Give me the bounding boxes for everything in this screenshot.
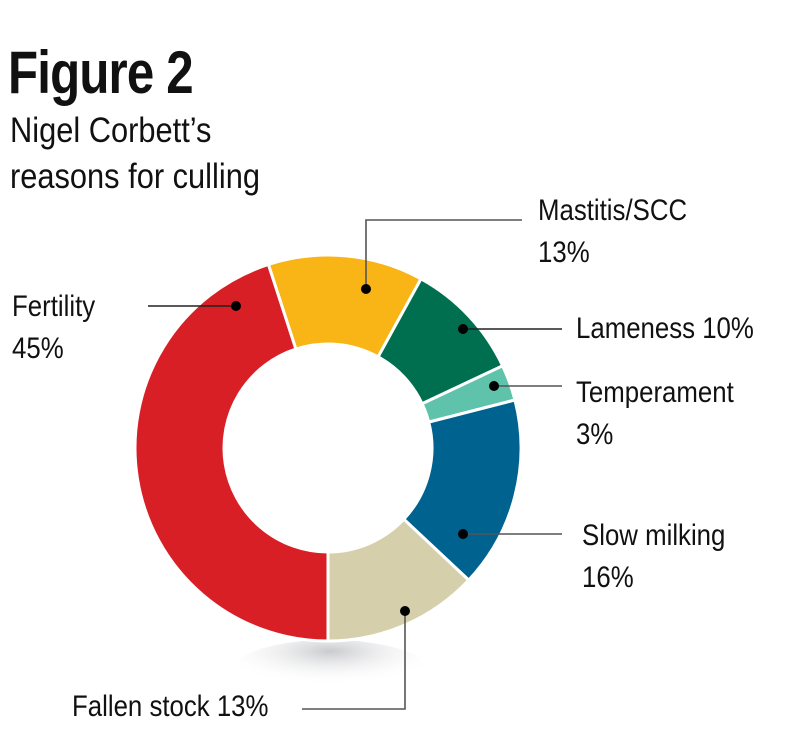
label-lameness-text: Lameness 10% bbox=[576, 312, 754, 345]
label-fallen-stock: Fallen stock 13% bbox=[72, 686, 268, 728]
chart-shadow bbox=[235, 640, 425, 696]
label-mastitis: Mastitis/SCC 13% bbox=[538, 190, 687, 274]
dot-mastitis bbox=[361, 284, 371, 294]
leader-mastitis bbox=[365, 219, 522, 289]
leader-dots bbox=[231, 284, 499, 616]
dot-temperament bbox=[489, 381, 499, 391]
label-fertility-name: Fertility bbox=[12, 290, 96, 323]
subtitle-line-2: reasons for culling bbox=[10, 157, 260, 196]
label-temperament-value: 3% bbox=[576, 418, 614, 451]
label-slow-milking-value: 16% bbox=[582, 561, 634, 594]
label-slow-milking: Slow milking 16% bbox=[582, 515, 725, 599]
dot-fallen-stock bbox=[400, 606, 410, 616]
dot-slow-milking bbox=[458, 529, 468, 539]
label-temperament: Temperament 3% bbox=[576, 372, 734, 456]
subtitle-line-1: Nigel Corbett’s bbox=[10, 111, 212, 150]
label-mastitis-value: 13% bbox=[538, 236, 590, 269]
slice-fertility bbox=[133, 262, 330, 643]
figure-subtitle: Nigel Corbett’s reasons for culling bbox=[10, 108, 260, 200]
label-fertility-value: 45% bbox=[12, 332, 64, 365]
label-mastitis-name: Mastitis/SCC bbox=[538, 194, 688, 227]
dot-lameness bbox=[458, 324, 468, 334]
figure-title: Figure 2 bbox=[8, 39, 194, 106]
dot-fertility bbox=[231, 301, 241, 311]
label-fallen-stock-text: Fallen stock 13% bbox=[72, 690, 269, 723]
label-temperament-name: Temperament bbox=[576, 376, 734, 409]
label-lameness: Lameness 10% bbox=[576, 308, 754, 350]
donut-slices bbox=[133, 253, 523, 643]
leader-fallen-stock bbox=[302, 611, 406, 710]
label-fertility: Fertility 45% bbox=[12, 286, 95, 370]
label-slow-milking-name: Slow milking bbox=[582, 519, 726, 552]
leader-lines bbox=[148, 219, 562, 710]
